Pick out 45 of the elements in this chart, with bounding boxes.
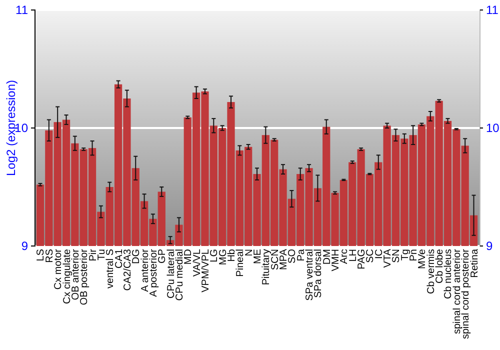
- x-tick-label: MVe: [417, 248, 428, 270]
- x-tick-label: IC: [374, 249, 385, 259]
- x-tick-label: OB anterior: [70, 248, 82, 300]
- y2-tick-label: 9: [486, 238, 493, 253]
- y2-tick-label: 11: [486, 2, 499, 17]
- x-tick-label: SO: [287, 248, 298, 264]
- x-tick-label: Retina: [469, 248, 480, 278]
- x-tick-label: DM: [322, 249, 333, 265]
- x-tick-label: ME: [252, 248, 264, 264]
- x-tick-label: DG: [131, 248, 142, 264]
- x-tick-label: ventral S: [105, 248, 116, 288]
- x-tick-label: LG: [209, 248, 220, 262]
- y-tick-label: 9: [21, 238, 28, 253]
- x-tick-label: CA2/CA3: [122, 248, 134, 291]
- x-tick-label: Cx cingulate: [62, 248, 73, 304]
- x-tick-label: VPM/VPL: [200, 248, 212, 292]
- x-tick-label: N: [244, 249, 255, 256]
- x-tick-label: A anterior: [140, 248, 151, 292]
- x-tick-label: Cb nucleus: [443, 249, 454, 300]
- y-tick-label: 10: [14, 120, 28, 135]
- x-tick-label: SCN: [270, 249, 281, 270]
- x-tick-label: SN: [391, 249, 402, 263]
- x-tick-label: Tu: [96, 249, 108, 260]
- x-tick-label: CPu medial: [174, 249, 186, 301]
- x-tick-label: LS: [36, 248, 47, 262]
- x-tick-label: Pa: [296, 248, 307, 262]
- x-tick-label: spinal cord anterior: [452, 248, 463, 334]
- x-tick-label: GP: [157, 248, 168, 264]
- x-tick-label: SC: [365, 249, 376, 263]
- x-tick-label: CA1: [114, 248, 125, 268]
- x-tick-label: SPa dorsal: [313, 249, 324, 298]
- x-tick-label: Arc: [339, 249, 350, 264]
- x-tick-label: Hb: [226, 248, 238, 262]
- x-tick-label: A posterior: [148, 248, 160, 297]
- x-tick-label: OB posterior: [79, 248, 90, 306]
- x-tick-label: Pineal: [235, 249, 246, 277]
- x-tick-label: Tg: [400, 249, 411, 261]
- y2-tick-label: 10: [486, 120, 500, 135]
- x-tick-label: LH: [348, 249, 359, 262]
- x-tick-label: spinal cord posterior: [460, 248, 472, 340]
- y-tick-label: 11: [16, 2, 28, 17]
- x-tick-label: Cb vermis: [426, 249, 437, 294]
- x-tick-label: RS: [44, 248, 56, 263]
- x-tick-label: Pituitary: [261, 249, 272, 286]
- x-tick-label: Pir: [88, 248, 99, 262]
